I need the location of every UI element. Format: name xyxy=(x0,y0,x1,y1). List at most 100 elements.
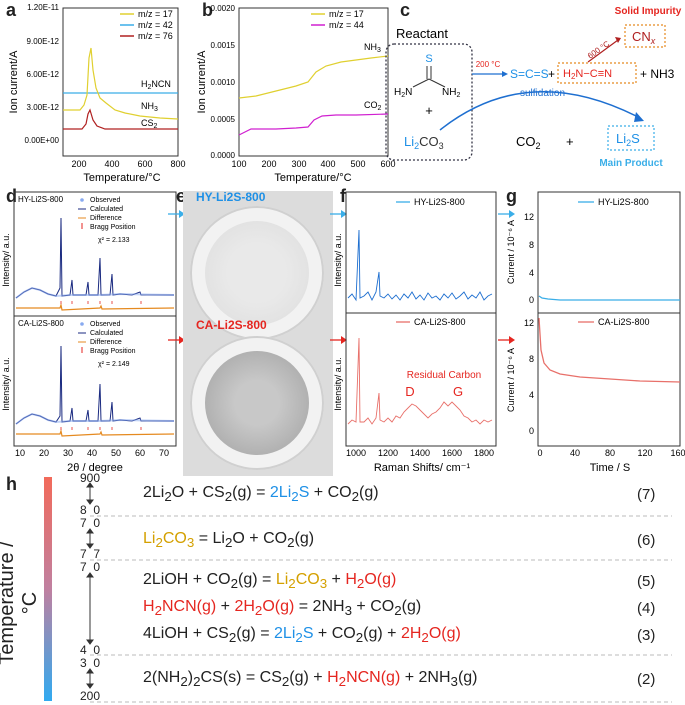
equation-2-number: (2) xyxy=(637,671,656,688)
svg-text:50: 50 xyxy=(111,448,121,458)
svg-text:600: 600 xyxy=(380,159,395,169)
temp-900: 900 xyxy=(79,471,101,485)
f-g-arrows xyxy=(498,210,515,344)
panel-label-g: g xyxy=(506,186,517,206)
svg-text:Reactant: Reactant xyxy=(396,26,448,41)
equation-5: 2LiOH + CO2(g) = Li2CO3 + H2O(g) xyxy=(143,571,397,592)
svg-text:40: 40 xyxy=(87,448,97,458)
svg-text:χ² = 2.149: χ² = 2.149 xyxy=(98,361,130,368)
svg-text:0: 0 xyxy=(537,448,542,458)
panel-d-chart: HY-Li2S-800 CA-Li2S-800 Observed Calcula… xyxy=(1,191,177,474)
a-label-h2ncn: H2NCN xyxy=(141,79,171,91)
svg-text:120: 120 xyxy=(637,448,652,458)
temp-300: 3 0 xyxy=(79,656,101,670)
panel-label-e: e xyxy=(176,186,187,206)
a-ytick: 6.00E-12 xyxy=(27,70,60,79)
svg-text:0.0020: 0.0020 xyxy=(211,4,236,13)
equation-5-number: (5) xyxy=(637,573,656,590)
svg-text:Current / 10⁻⁶ A: Current / 10⁻⁶ A xyxy=(506,220,516,284)
equation-7-number: (7) xyxy=(637,486,656,503)
c-li2co3: Li2CO3 xyxy=(404,134,444,151)
a-legend-m42: m/z = 42 xyxy=(138,20,173,30)
svg-text:60: 60 xyxy=(135,448,145,458)
svg-text:4: 4 xyxy=(529,390,534,400)
c-h2n: H2N xyxy=(394,87,412,99)
panel-label-b: b xyxy=(202,0,213,20)
svg-text:0.0015: 0.0015 xyxy=(211,41,236,50)
svg-text:Temperature/°C: Temperature/°C xyxy=(274,172,351,184)
b-line-m17 xyxy=(238,55,389,99)
panel-b-chart: 0.0020 0.0015 0.0010 0.0005 0.0000 100 2… xyxy=(196,4,396,184)
svg-text:Time / S: Time / S xyxy=(590,462,631,474)
svg-text:Intensity/ a.u.: Intensity/ a.u. xyxy=(1,357,11,411)
svg-text:600 °C: 600 °C xyxy=(586,39,611,61)
e-label-hy: HY-Li2S-800 xyxy=(196,190,266,204)
a-xtick: 400 xyxy=(104,159,119,169)
svg-text:1400: 1400 xyxy=(410,448,430,458)
svg-text:Intensity/ a.u.: Intensity/ a.u. xyxy=(333,233,343,287)
a-ytick: 3.00E-12 xyxy=(27,103,60,112)
a-line-m17 xyxy=(63,47,179,120)
a-label-nh3: NH3 xyxy=(141,101,158,113)
h-axis-label: Temperature / °C xyxy=(0,541,41,665)
svg-text:1200: 1200 xyxy=(378,448,398,458)
hy-sample-disc xyxy=(205,221,309,325)
svg-text:m/z = 17: m/z = 17 xyxy=(329,9,364,19)
e-f-arrows xyxy=(330,210,347,344)
d-e-arrows xyxy=(168,210,185,344)
equation-3: 4LiOH + CS2(g) = 2Li2S + CO2(g) + 2H2O(g… xyxy=(143,625,461,646)
svg-text:m/z = 44: m/z = 44 xyxy=(329,20,364,30)
panel-f-chart: HY-Li2S-800 CA-Li2S-800 Residual Carbon … xyxy=(333,191,497,474)
a-xtick: 600 xyxy=(137,159,152,169)
svg-text:Intensity/ a.u.: Intensity/ a.u. xyxy=(1,233,11,287)
temp-400: 4 0 xyxy=(79,643,101,657)
a-xtick: 200 xyxy=(71,159,86,169)
a-ylabel: Ion current/A xyxy=(8,50,20,114)
temp-770: 7 7 xyxy=(79,547,101,561)
svg-text:+: + xyxy=(425,103,433,118)
svg-text:Main Product: Main Product xyxy=(599,158,663,169)
svg-text:HY-Li2S-800: HY-Li2S-800 xyxy=(414,197,465,207)
svg-text:G: G xyxy=(453,384,463,399)
svg-text:Bragg Position: Bragg Position xyxy=(90,348,136,355)
svg-text:80: 80 xyxy=(605,448,615,458)
c-plus1: + xyxy=(548,67,555,81)
equation-6: Li2CO3 = Li2O + CO2(g) xyxy=(143,530,315,551)
svg-text:Observed: Observed xyxy=(90,197,120,204)
svg-text:400: 400 xyxy=(320,159,335,169)
a-legend-m76: m/z = 76 xyxy=(138,31,173,41)
svg-text:D: D xyxy=(405,384,414,399)
equation-4-number: (4) xyxy=(637,600,656,617)
c-nh2: NH2 xyxy=(442,87,460,99)
temp-700: 7 0 xyxy=(79,516,101,530)
c-co2: CO2 xyxy=(516,134,541,151)
panel-label-h: h xyxy=(6,474,17,494)
c-cnx: CNx xyxy=(632,29,656,46)
svg-text:Calculated: Calculated xyxy=(90,330,123,337)
svg-text:CA-Li2S-800: CA-Li2S-800 xyxy=(414,317,466,327)
svg-text:Difference: Difference xyxy=(90,215,122,222)
svg-text:200 °C: 200 °C xyxy=(476,60,501,69)
ca-sample-disc xyxy=(205,351,309,455)
svg-text:Bragg Position: Bragg Position xyxy=(90,224,136,231)
svg-text:sulfidation: sulfidation xyxy=(520,88,565,99)
equation-4: H2NCN(g) + 2H2O(g) = 2NH3 + CO2(g) xyxy=(143,598,422,619)
svg-text:CA-Li2S-800: CA-Li2S-800 xyxy=(598,317,650,327)
equation-3-number: (3) xyxy=(637,627,656,644)
a-ytick: 1.20E-11 xyxy=(27,3,59,12)
svg-text:Intensity/ a.u.: Intensity/ a.u. xyxy=(333,357,343,411)
panel-g-chart: HY-Li2S-800 CA-Li2S-800 0 4 8 12 0 4 8 1… xyxy=(506,191,685,474)
svg-text:Current / 10⁻⁶ A: Current / 10⁻⁶ A xyxy=(506,348,516,412)
panel-c-scheme: Reactant S H2N NH2 + Li2CO3 200 °C S=C=S… xyxy=(385,6,682,169)
panel-label-c: c xyxy=(400,0,411,20)
svg-text:40: 40 xyxy=(570,448,580,458)
d-sample-hy: HY-Li2S-800 xyxy=(18,195,64,204)
svg-text:100: 100 xyxy=(231,159,246,169)
svg-text:70: 70 xyxy=(159,448,169,458)
svg-text:0.0010: 0.0010 xyxy=(211,78,236,87)
equation-2: 2(NH2)2CS(s) = CS2(g) + H2NCN(g) + 2NH3(… xyxy=(143,669,478,690)
svg-text:Calculated: Calculated xyxy=(90,206,123,213)
svg-text:12: 12 xyxy=(524,318,534,328)
c-h2ncn: H2N−C≡N xyxy=(563,68,612,81)
panel-a-chart: 1.20E-11 9.00E-12 6.00E-12 3.00E-12 0.00… xyxy=(8,3,186,184)
